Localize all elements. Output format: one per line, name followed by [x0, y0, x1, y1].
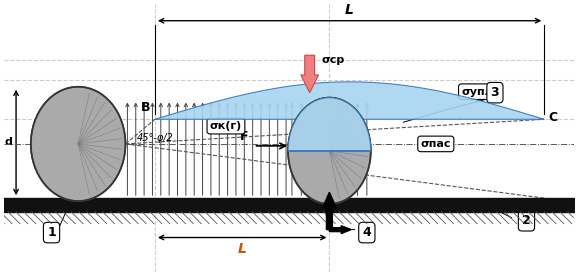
Ellipse shape	[288, 98, 370, 204]
Text: L: L	[345, 3, 354, 17]
Text: σср: σср	[321, 55, 344, 65]
Text: F₁: F₁	[335, 142, 348, 152]
Text: σк(г): σк(г)	[210, 121, 242, 131]
Text: 2: 2	[522, 214, 531, 227]
Polygon shape	[288, 98, 370, 151]
Text: 4: 4	[362, 226, 371, 239]
Text: F: F	[240, 129, 249, 143]
Text: C: C	[548, 111, 557, 124]
FancyArrow shape	[323, 192, 336, 230]
Text: A: A	[338, 154, 347, 167]
FancyArrow shape	[301, 55, 318, 93]
Text: 3: 3	[491, 86, 499, 99]
Text: 1: 1	[47, 226, 56, 239]
Text: L: L	[238, 242, 247, 256]
Text: d: d	[4, 137, 12, 147]
Ellipse shape	[31, 87, 125, 201]
Polygon shape	[155, 82, 544, 119]
FancyArrow shape	[329, 226, 351, 234]
Text: B: B	[140, 101, 150, 114]
Text: 45°-φ/2: 45°-φ/2	[137, 133, 174, 143]
Text: σупл: σупл	[461, 87, 493, 97]
Text: σпас: σпас	[421, 139, 451, 149]
